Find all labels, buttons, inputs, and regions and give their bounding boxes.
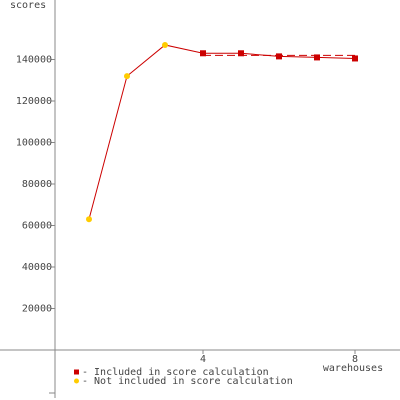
x-tick-label: 8 — [352, 354, 358, 365]
y-tick-label: 20000 — [22, 304, 52, 315]
point-included — [200, 50, 206, 57]
point-included — [314, 54, 320, 61]
point-included — [276, 53, 282, 60]
legend-label: - Included in score calculation — [82, 367, 269, 378]
point-included — [352, 55, 358, 62]
legend-marker — [74, 378, 79, 384]
y-tick-label: 100000 — [16, 138, 52, 149]
point-included — [238, 50, 244, 57]
point-excluded — [86, 216, 92, 223]
y-tick-label: 60000 — [22, 221, 52, 232]
y-tick-label: 140000 — [16, 55, 52, 66]
y-axis-label: scores — [10, 0, 46, 11]
point-excluded — [124, 73, 130, 80]
legend-marker — [74, 369, 79, 375]
legend-label: - Not included in score calculation — [82, 376, 293, 387]
y-tick-label: 120000 — [16, 96, 52, 107]
y-tick-label: 80000 — [22, 179, 52, 190]
x-tick-label: 4 — [200, 354, 206, 365]
y-tick-label: 40000 — [22, 262, 52, 273]
point-excluded — [162, 41, 168, 48]
x-axis-label: warehouses — [323, 363, 383, 374]
score-line — [88, 44, 356, 220]
